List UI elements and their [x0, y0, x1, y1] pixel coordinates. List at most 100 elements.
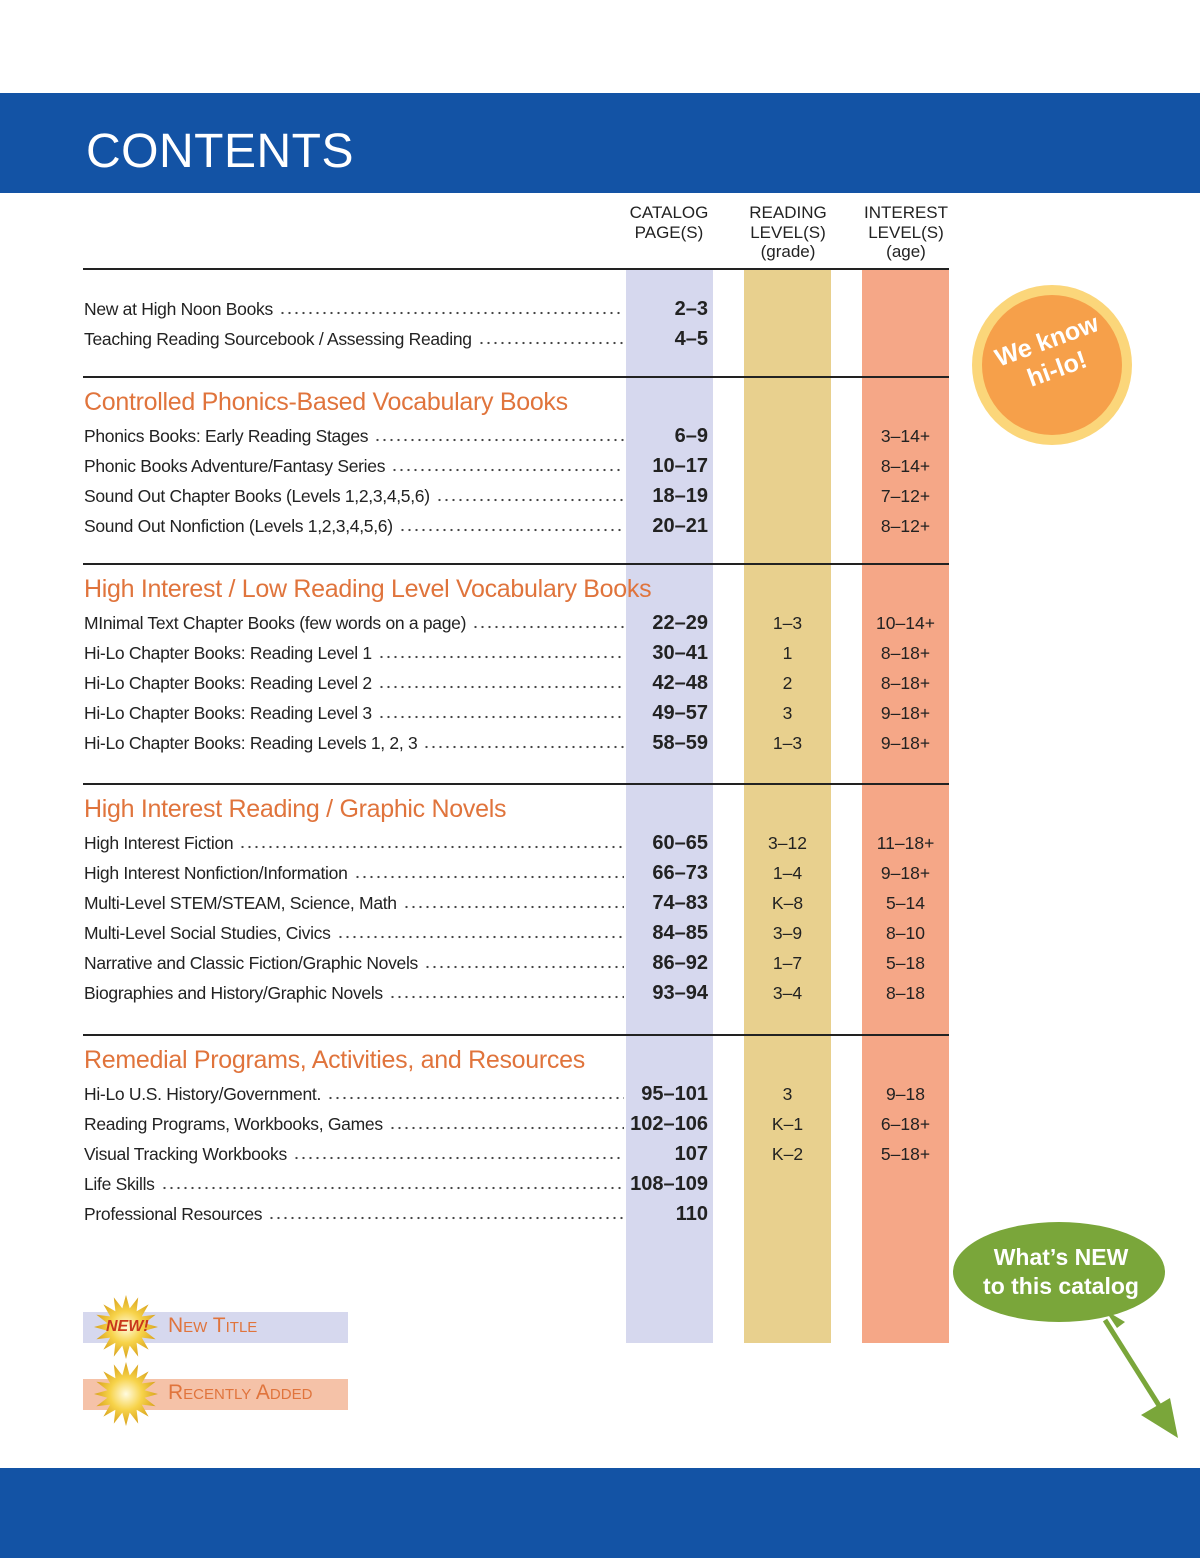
arrow-shaft: [1102, 1318, 1168, 1417]
reading-column: [744, 268, 831, 1343]
entry-title: New at High Noon Books: [84, 299, 273, 319]
new-badge-text: NEW!: [106, 1318, 149, 1335]
dot-leader: [292, 1156, 624, 1160]
dot-leader: [374, 438, 624, 442]
catalog-pages: 93–94: [652, 982, 708, 1004]
entry: Hi-Lo Chapter Books: Reading Levels 1, 2…: [84, 731, 624, 755]
dot-leader: [377, 715, 624, 719]
interest-level: 11–18+: [876, 833, 935, 853]
dot-leader: [435, 498, 624, 502]
dot-leader: [353, 875, 624, 879]
entry-title: Narrative and Classic Fiction/Graphic No…: [84, 953, 419, 973]
entry-title: Hi-Lo Chapter Books: Reading Level 3: [84, 703, 372, 723]
entry: Sound Out Chapter Books (Levels 1,2,3,4,…: [84, 484, 624, 508]
column-header-line: PAGE(S): [634, 222, 704, 242]
entry: Hi-Lo Chapter Books: Reading Level 3: [84, 701, 624, 725]
bubble-tail: [1105, 1310, 1125, 1328]
dot-leader: [377, 685, 624, 689]
catalog-pages: 22–29: [652, 612, 708, 634]
entry: Sound Out Nonfiction (Levels 1,2,3,4,5,6…: [84, 514, 624, 538]
header-band: [0, 93, 1200, 193]
reading-level: 1–3: [772, 733, 803, 753]
starburst: [94, 1362, 158, 1426]
column-header-line: (age): [886, 242, 926, 261]
entry-title: High Interest Nonfiction/Information: [84, 863, 348, 883]
dot-leader: [336, 935, 624, 939]
interest-level: 8–14+: [880, 456, 931, 476]
reading-level: 3–9: [772, 923, 803, 943]
dot-leader: [423, 745, 624, 749]
entry: Visual Tracking Workbooks: [84, 1142, 624, 1166]
dot-leader: [268, 1216, 624, 1220]
reading-level: 1–7: [772, 953, 803, 973]
dot-leader: [424, 965, 624, 969]
catalog-pages: 2–3: [674, 298, 708, 320]
rule: [83, 268, 949, 270]
legend-recently-added: Recently Added: [168, 1381, 313, 1404]
catalog-pages: 10–17: [652, 455, 708, 477]
column-header-line: INTEREST: [863, 203, 949, 222]
dot-leader: [327, 1096, 624, 1100]
entry-title: Multi-Level Social Studies, Civics: [84, 923, 331, 943]
column-header-line: LEVEL(S): [868, 222, 944, 242]
reading-level: K–2: [771, 1144, 804, 1164]
interest-level: 8–18: [886, 983, 925, 1003]
entry: New at High Noon Books: [84, 297, 624, 321]
column-header: CATALOG PAGE(S): [609, 203, 729, 242]
pages-column: [626, 268, 713, 1343]
interest-level: 5–14: [886, 893, 925, 913]
entry-title: Hi-Lo U.S. History/Government.: [84, 1084, 322, 1104]
entry: Life Skills: [84, 1172, 624, 1196]
catalog-pages: 108–109: [630, 1173, 708, 1195]
entry-title: Professional Resources: [84, 1204, 263, 1224]
reading-level: K–1: [771, 1114, 804, 1134]
reading-level: 3–12: [768, 833, 807, 853]
page-title: CONTENTS: [86, 125, 354, 178]
entry: Phonics Books: Early Reading Stages: [84, 424, 624, 448]
reading-level: 1: [782, 643, 793, 663]
reading-level: 1–3: [772, 613, 803, 633]
entry-title: MInimal Text Chapter Books (few words on…: [84, 613, 467, 633]
interest-level: 9–18+: [880, 703, 931, 723]
interest-level: 10–14+: [876, 613, 935, 633]
column-header: INTEREST LEVEL(S) (age): [846, 203, 966, 262]
catalog-pages: 86–92: [652, 952, 708, 974]
catalog-pages: 58–59: [652, 732, 708, 754]
interest-level: 9–18+: [880, 863, 931, 883]
dot-leader: [402, 905, 624, 909]
catalog-pages: 4–5: [674, 328, 708, 350]
legend-new-title: New Title: [168, 1314, 258, 1337]
entry-title: Reading Programs, Workbooks, Games: [84, 1114, 383, 1134]
entry: Phonic Books Adventure/Fantasy Series: [84, 454, 624, 478]
entry: High Interest Nonfiction/Information: [84, 861, 624, 885]
dot-leader: [477, 341, 624, 345]
whats-new-line: What’s NEW: [993, 1244, 1129, 1270]
arrow-head: [1141, 1398, 1178, 1438]
column-header-line: LEVEL(S): [750, 222, 826, 242]
catalog-pages: 95–101: [641, 1083, 708, 1105]
dot-leader: [160, 1186, 624, 1190]
entry-title: Life Skills: [84, 1174, 155, 1194]
entry: Multi-Level Social Studies, Civics: [84, 921, 624, 945]
entry: MInimal Text Chapter Books (few words on…: [84, 611, 624, 635]
reading-level: 2: [782, 673, 793, 693]
entry-title: Sound Out Nonfiction (Levels 1,2,3,4,5,6…: [84, 516, 393, 536]
interest-column: [862, 268, 949, 1343]
hilo-badge: [972, 285, 1132, 445]
section-heading: Remedial Programs, Activities, and Resou…: [84, 1046, 585, 1074]
section-heading: High Interest / Low Reading Level Vocabu…: [84, 575, 652, 603]
catalog-pages: 66–73: [652, 862, 708, 884]
catalog-pages: 107: [674, 1143, 708, 1165]
interest-level: 8–10: [886, 923, 925, 943]
interest-level: 5–18+: [880, 1144, 931, 1164]
catalog-pages: 60–65: [652, 832, 708, 854]
interest-level: 5–18: [886, 953, 925, 973]
section-heading: Controlled Phonics-Based Vocabulary Book…: [84, 388, 568, 416]
catalog-pages: 18–19: [652, 485, 708, 507]
whats-new-bubble: [953, 1222, 1178, 1438]
interest-level: 8–18+: [880, 673, 931, 693]
entry-title: Hi-Lo Chapter Books: Reading Levels 1, 2…: [84, 733, 418, 753]
catalog-pages: 102–106: [630, 1113, 708, 1135]
starburst: [94, 1295, 158, 1359]
